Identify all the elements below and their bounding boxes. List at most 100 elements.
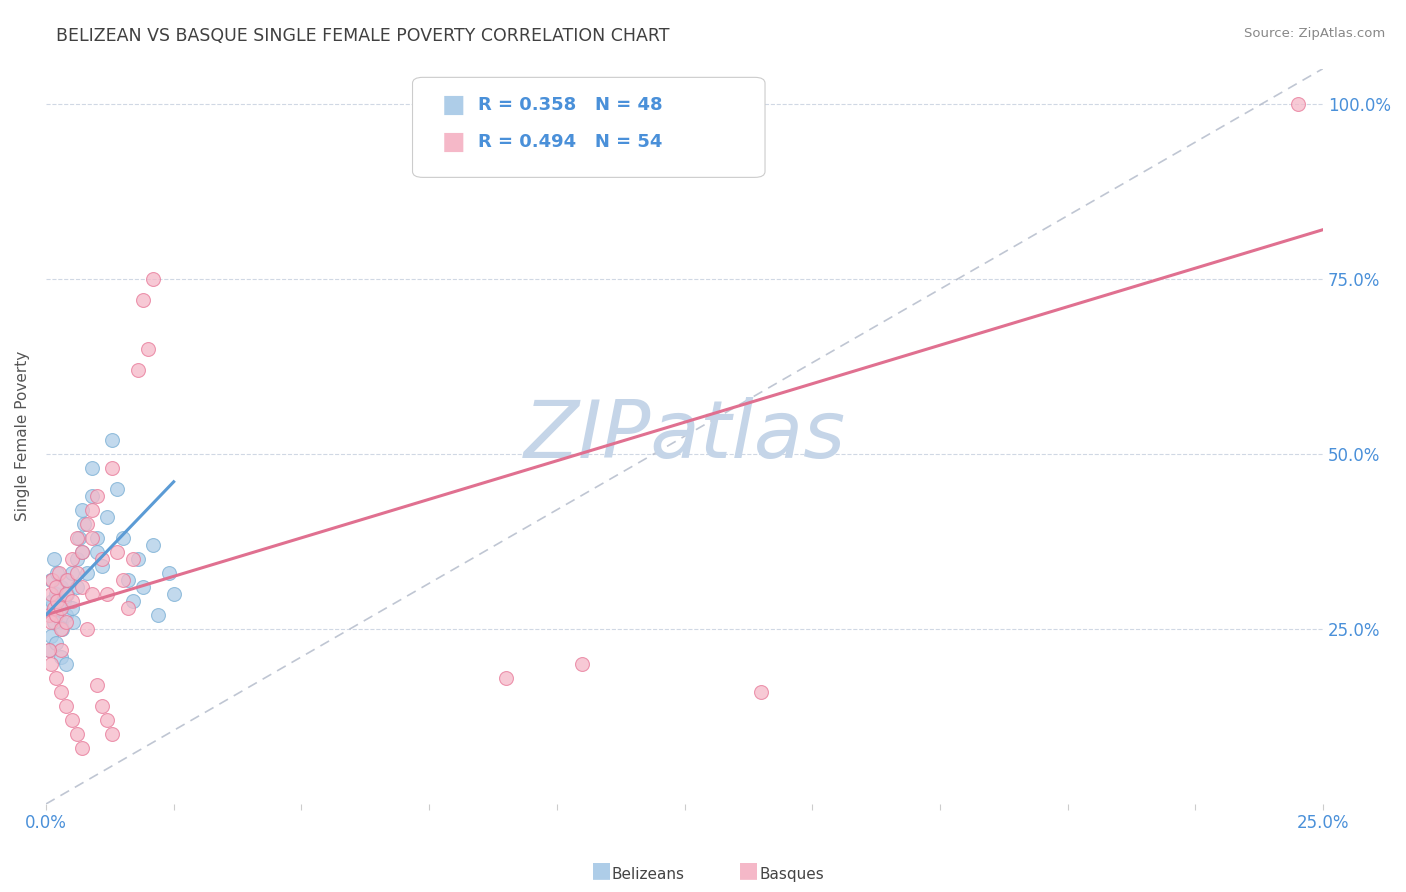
Point [132,293,155,307]
Point [55,607,77,622]
Point [121,551,143,566]
Point [45,636,67,650]
Point [38,643,60,657]
Point [91,698,114,713]
Point [70,580,93,594]
Point [55,615,77,629]
Point [65,531,87,545]
Point [495,671,517,685]
Point [111,573,134,587]
Point [38,643,60,657]
Text: ■: ■ [591,860,612,880]
Point [42,615,65,629]
Point [51,649,73,664]
Point [86,678,108,692]
Text: Belizeans: Belizeans [612,867,685,881]
Point [55,587,77,601]
Point [45,607,67,622]
Point [96,713,118,727]
Point [142,271,165,285]
Point [86,531,108,545]
Point [80,531,103,545]
Point [148,607,170,622]
Point [142,538,165,552]
Point [41,573,63,587]
Point [39,657,62,671]
Point [96,509,118,524]
Point [60,594,83,608]
Point [51,580,73,594]
FancyBboxPatch shape [412,78,765,178]
Point [62,615,84,629]
Point [60,551,83,566]
Text: BELIZEAN VS BASQUE SINGLE FEMALE POVERTY CORRELATION CHART: BELIZEAN VS BASQUE SINGLE FEMALE POVERTY… [56,27,669,45]
Point [51,615,73,629]
Point [65,727,87,741]
Point [42,600,65,615]
Point [121,594,143,608]
Point [55,657,77,671]
Point [107,482,129,496]
Point [70,741,93,756]
Point [73,516,96,531]
Point [136,342,159,356]
Point [127,362,149,376]
Point [39,615,62,629]
Point [80,460,103,475]
Point [38,607,60,622]
Point [117,600,139,615]
Text: Source: ZipAtlas.com: Source: ZipAtlas.com [1244,27,1385,40]
Point [52,594,75,608]
Point [39,573,62,587]
Point [60,600,83,615]
Point [45,671,67,685]
Point [48,600,70,615]
Point [91,558,114,573]
Point [80,587,103,601]
Point [46,594,69,608]
Point [91,551,114,566]
Point [48,566,70,580]
Point [1286,96,1309,111]
Point [51,685,73,699]
Point [60,713,83,727]
Point [51,600,73,615]
Point [132,580,155,594]
Point [749,685,772,699]
Point [76,566,98,580]
Point [42,551,65,566]
Text: Basques: Basques [759,867,824,881]
Text: ■: ■ [441,130,465,154]
Point [39,629,62,643]
Point [51,622,73,636]
Point [46,566,69,580]
Point [55,698,77,713]
Point [80,503,103,517]
Point [51,622,73,636]
Point [101,727,124,741]
Point [70,503,93,517]
Point [70,545,93,559]
Point [51,643,73,657]
Point [70,545,93,559]
Text: R = 0.358   N = 48: R = 0.358 N = 48 [478,96,662,114]
Point [39,587,62,601]
Text: ZIPatlas: ZIPatlas [523,397,845,475]
Point [65,551,87,566]
Point [157,566,180,580]
Text: R = 0.494   N = 54: R = 0.494 N = 54 [478,133,662,151]
Y-axis label: Single Female Poverty: Single Female Poverty [15,351,30,522]
Point [80,489,103,503]
Point [67,531,90,545]
Point [117,573,139,587]
Point [111,531,134,545]
Point [101,433,124,447]
Text: ■: ■ [738,860,759,880]
Point [571,657,593,671]
Text: ■: ■ [441,94,465,117]
Point [45,587,67,601]
Point [76,516,98,531]
Point [56,587,79,601]
Point [55,573,77,587]
Point [45,580,67,594]
